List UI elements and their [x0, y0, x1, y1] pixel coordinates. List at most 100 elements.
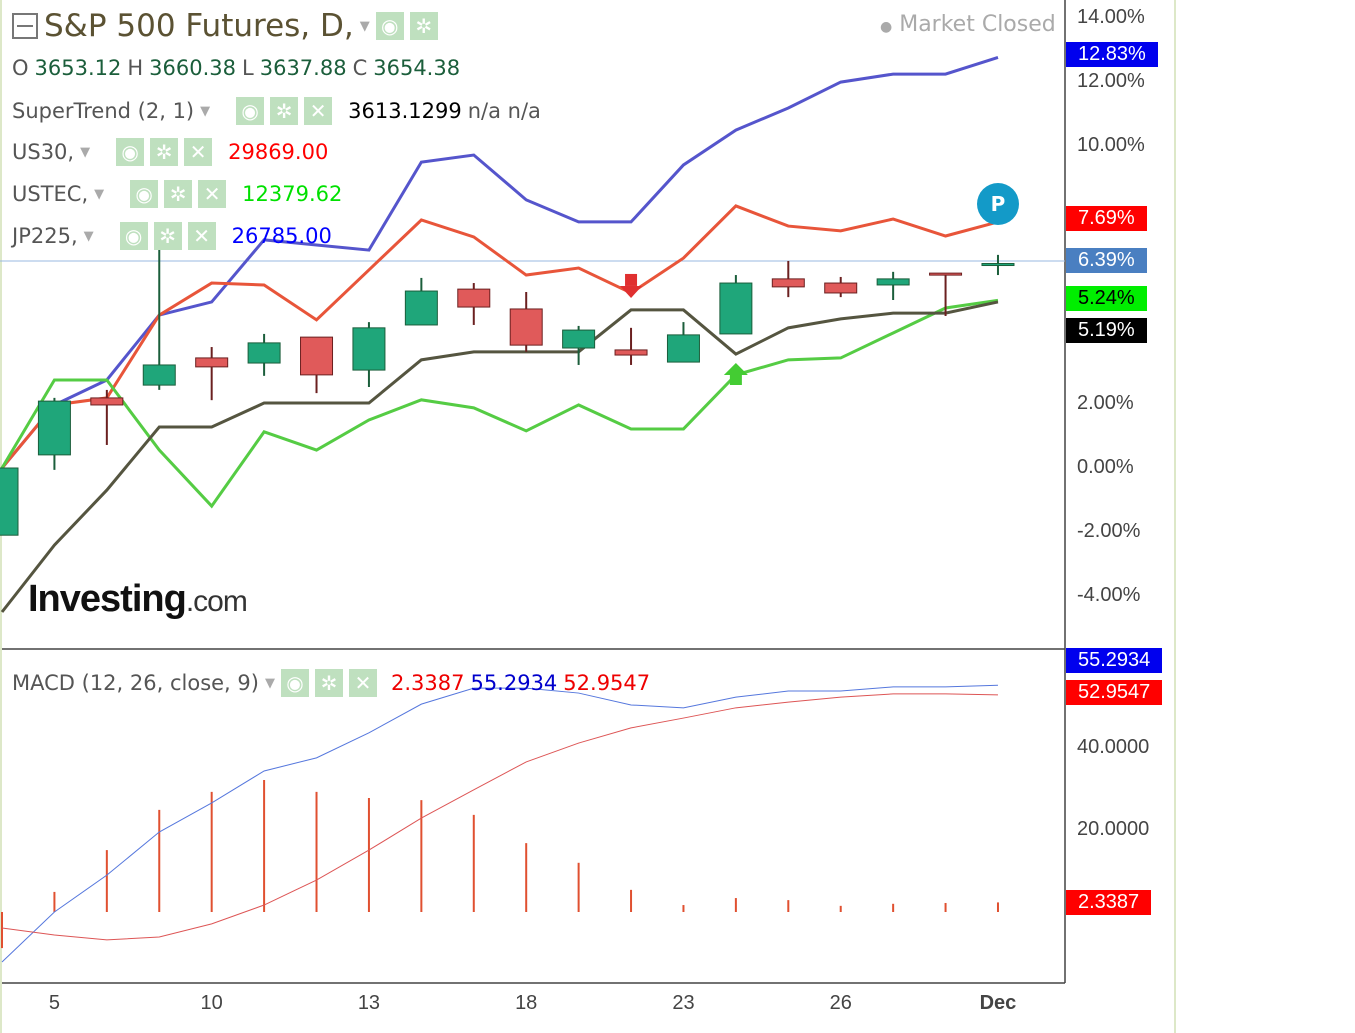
candle-body: [929, 272, 963, 276]
open-label: O: [12, 56, 29, 80]
indicator-name[interactable]: JP225,: [12, 224, 78, 248]
ohlc-row: O 3653.12 H 3660.38 L 3637.88 C 3654.38: [12, 56, 460, 80]
candle-body: [90, 397, 124, 406]
macd-name[interactable]: MACD (12, 26, close, 9): [12, 671, 259, 695]
macd-tag: 55.2934: [1066, 648, 1163, 673]
p-badge[interactable]: P: [977, 183, 1019, 225]
candle-body: [352, 327, 386, 371]
candle-body: [562, 329, 596, 349]
price-axis-label: 2.00%: [1077, 392, 1134, 414]
indicator-value: 26785.00: [231, 224, 332, 248]
indicator-name[interactable]: SuperTrend (2, 1): [12, 99, 195, 123]
candle-body: [719, 282, 753, 335]
chevron-down-icon[interactable]: ▼: [94, 186, 105, 202]
low-label: L: [242, 56, 254, 80]
chart-title-row: S&P 500 Futures, D, ▼ ◉ ✲: [12, 8, 438, 44]
chevron-down-icon[interactable]: ▼: [80, 144, 91, 160]
high-value: 3660.38: [149, 56, 237, 80]
buy-arrow-icon: [729, 375, 742, 385]
series-line-us30: [0, 204, 999, 469]
eye-icon[interactable]: ◉: [280, 669, 309, 697]
indicator-legend-row: USTEC, ▼ ◉ ✲ ✕ 12379.62: [12, 180, 342, 208]
candle-body: [509, 308, 543, 346]
close-icon[interactable]: ✕: [187, 222, 216, 250]
eye-icon[interactable]: ◉: [236, 97, 265, 125]
close-icon[interactable]: ✕: [198, 180, 227, 208]
ustec-price-tag: 5.24%: [1066, 286, 1147, 311]
candle-body: [195, 357, 229, 368]
investing-logo: Investing.com: [28, 578, 248, 620]
candle-body: [981, 263, 1015, 267]
candle-body: [876, 278, 910, 286]
candle-body: [771, 278, 805, 288]
sell-arrow-icon: [625, 273, 638, 286]
candle-body: [300, 336, 334, 376]
market-status: ● Market Closed: [880, 12, 1056, 37]
indicator-value: 12379.62: [242, 182, 343, 206]
eye-icon[interactable]: ◉: [375, 12, 404, 40]
supertrend-price-tag: 5.19%: [1066, 318, 1147, 343]
candle-body: [37, 400, 71, 456]
candle-body: [614, 349, 648, 356]
close-icon[interactable]: ✕: [348, 669, 377, 697]
x-axis-label: 5: [48, 992, 60, 1014]
buy-arrow-icon: [723, 363, 748, 375]
indicator-extra: n/a n/a: [467, 99, 541, 123]
gear-icon[interactable]: ✲: [153, 222, 182, 250]
signal-tag: 52.9547: [1066, 680, 1163, 705]
chevron-down-icon[interactable]: ▼: [200, 103, 211, 119]
close-icon[interactable]: ✕: [304, 97, 333, 125]
x-axis-label: 26: [829, 992, 852, 1014]
price-axis-label: 12.00%: [1077, 70, 1145, 92]
chevron-down-icon[interactable]: ▼: [359, 18, 370, 34]
collapse-icon[interactable]: [12, 13, 38, 39]
indicator-legend-row: SuperTrend (2, 1) ▼ ◉ ✲ ✕ 3613.1299 n/a n/a: [12, 97, 541, 125]
candle-body: [666, 334, 700, 363]
gear-icon[interactable]: ✲: [150, 138, 179, 166]
low-value: 3637.88: [259, 56, 347, 80]
hist-tag: 2.3387: [1066, 890, 1152, 915]
eye-icon[interactable]: ◉: [116, 138, 145, 166]
chevron-down-icon[interactable]: ▼: [264, 675, 275, 691]
series-line-supertrend: [0, 300, 999, 613]
candle-body: [404, 290, 438, 326]
open-value: 3653.12: [34, 56, 122, 80]
price-axis-label: 10.00%: [1077, 134, 1145, 156]
gear-icon[interactable]: ✲: [409, 12, 438, 40]
eye-icon[interactable]: ◉: [130, 180, 159, 208]
macd-legend: MACD (12, 26, close, 9) ▼ ◉ ✲ ✕ 2.3387 55.2…: [12, 669, 650, 697]
series-line-jp225: [0, 56, 999, 469]
indicator-legend-row: JP225, ▼ ◉ ✲ ✕ 26785.00: [12, 222, 332, 250]
price-axis-label: -2.00%: [1077, 520, 1141, 542]
macd-value: 55.2934: [470, 671, 558, 695]
gear-icon[interactable]: ✲: [164, 180, 193, 208]
candle-body: [824, 282, 858, 294]
gear-icon[interactable]: ✲: [270, 97, 299, 125]
price-axis-label: 0.00%: [1077, 456, 1134, 478]
gear-icon[interactable]: ✲: [314, 669, 343, 697]
macd-axis-label: 40.0000: [1077, 736, 1150, 758]
close-label: C: [352, 56, 368, 80]
close-value: 3654.38: [373, 56, 461, 80]
price-axis-label: -4.00%: [1077, 584, 1141, 606]
indicator-legend-row: US30, ▼ ◉ ✲ ✕ 29869.00: [12, 138, 328, 166]
macd-signal-value: 52.9547: [563, 671, 651, 695]
eye-icon[interactable]: ◉: [119, 222, 148, 250]
x-axis-label: 10: [200, 992, 223, 1014]
close-icon[interactable]: ✕: [184, 138, 213, 166]
indicator-value: 3613.1299: [348, 99, 462, 123]
macd-line: [1, 684, 998, 963]
high-label: H: [127, 56, 144, 80]
chevron-down-icon[interactable]: ▼: [83, 228, 94, 244]
candle-body: [142, 364, 176, 386]
candle-body: [457, 288, 491, 308]
macd-signal-line: [1, 693, 998, 941]
indicator-name[interactable]: US30,: [12, 140, 75, 164]
symbol-title[interactable]: S&P 500 Futures, D,: [44, 8, 354, 44]
x-axis-label: Dec: [979, 992, 1017, 1014]
jp225-price-tag: 12.83%: [1066, 42, 1158, 67]
indicator-name[interactable]: USTEC,: [12, 182, 89, 206]
candle-body: [247, 342, 281, 364]
series-line-ustec: [0, 298, 999, 509]
